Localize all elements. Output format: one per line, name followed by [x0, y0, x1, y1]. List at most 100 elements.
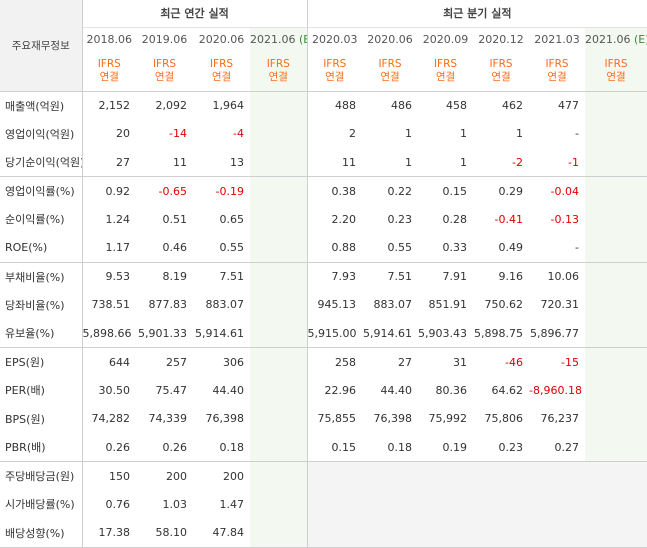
annual-value-cell — [250, 119, 308, 148]
quarterly-value-cell: -0.13 — [550, 212, 580, 226]
annual-value-cell: 5,914.61 — [193, 319, 250, 348]
quarterly-value-cell: 750.62 — [484, 298, 524, 312]
corner-header: 주요재무정보 — [0, 0, 83, 92]
table-row: PBR(배) 0.26 0.26 0.18 0.15 0.18 0.19 0.23 0.27 — [0, 433, 647, 462]
quarterly-value-cell — [473, 461, 530, 490]
annual-value-cell — [250, 262, 308, 291]
row-label: 당기순이익(억원) — [0, 148, 83, 177]
row-label: 부채비율(%) — [0, 262, 83, 291]
quarterly-value-cell: 0.19 — [418, 433, 474, 462]
quarterly-value-cell — [585, 262, 647, 291]
annual-value-cell: 2,092 — [155, 99, 188, 112]
period-header: 2019.06 — [141, 33, 188, 47]
annual-value-cell: 1,964 — [212, 99, 245, 112]
row-label: 배당성향(%) — [0, 518, 83, 548]
quarterly-value-cell — [585, 91, 647, 120]
annual-value-cell: 11 — [136, 148, 193, 177]
quarterly-value-cell: 75,855 — [317, 412, 357, 426]
annual-value-cell: 20 — [116, 127, 130, 141]
row-label: 주당배당금(원) — [0, 461, 83, 490]
ifrs-label: IFRS — [545, 58, 569, 71]
ifrs-label: IFRS — [97, 58, 121, 71]
period-header: 2020.06 — [367, 33, 413, 47]
annual-value-cell: 644 — [109, 355, 130, 369]
period-header-estimate: 2021.06 (E) — [585, 27, 647, 52]
quarterly-value-cell — [307, 518, 363, 548]
quarterly-value-cell — [585, 148, 647, 177]
consolidated-label: 연결 — [606, 71, 626, 84]
annual-value-cell: 200 — [166, 469, 187, 483]
annual-value-cell: 8.19 — [162, 270, 188, 283]
quarterly-value-cell: 0.55 — [362, 233, 419, 263]
quarterly-value-cell — [418, 461, 474, 490]
table-row: EPS(원) 644 257 306 258 27 31 -46 -15 — [0, 347, 647, 376]
quarterly-value-cell: 7.91 — [442, 270, 468, 283]
quarterly-value-cell — [585, 433, 647, 462]
quarterly-value-cell: 5,914.61 — [362, 319, 419, 348]
table-row: 시가배당률(%) 0.76 1.03 1.47 — [0, 490, 647, 519]
annual-value-cell — [250, 433, 308, 462]
annual-value-cell: 30.50 — [98, 383, 131, 397]
annual-value-cell — [250, 319, 308, 348]
annual-value-cell: 200 — [223, 469, 244, 483]
row-label: EPS(원) — [0, 347, 83, 376]
quarterly-value-cell — [585, 290, 647, 319]
quarterly-value-cell — [585, 319, 647, 348]
quarterly-value-cell: 0.22 — [387, 184, 413, 198]
consolidated-label: 연결 — [154, 71, 175, 84]
quarterly-value-cell: -2 — [473, 148, 530, 177]
quarterly-value-cell — [418, 490, 474, 519]
quarterly-value-cell: - — [575, 127, 580, 141]
annual-value-cell — [250, 347, 308, 376]
ifrs-label: IFRS — [378, 58, 402, 71]
annual-value-cell: 0.65 — [219, 212, 245, 226]
annual-value-cell: 7.51 — [219, 270, 245, 283]
quarterly-value-cell: 27 — [398, 355, 413, 369]
quarterly-value-cell: 7.93 — [331, 270, 357, 283]
annual-value-cell: 0.51 — [162, 212, 188, 226]
quarterly-value-cell: 64.62 — [491, 383, 524, 397]
row-label: 시가배당률(%) — [0, 490, 83, 519]
annual-value-cell: 0.46 — [136, 233, 193, 263]
quarterly-value-cell: -8,960.18 — [529, 383, 582, 397]
estimate-marker: (E) — [634, 33, 647, 47]
annual-value-cell: 0.26 — [82, 433, 136, 462]
row-label: 순이익률(%) — [0, 205, 83, 234]
quarterly-value-cell: - — [529, 233, 586, 263]
quarterly-value-cell: 0.27 — [529, 433, 586, 462]
table-row: 주당배당금(원) 150 200 200 — [0, 461, 647, 490]
annual-value-cell: 75.47 — [155, 383, 188, 397]
consolidated-label: 연결 — [491, 71, 511, 84]
quarterly-value-cell — [585, 404, 647, 433]
ifrs-label: IFRS — [604, 58, 628, 71]
quarterly-value-cell: 76,398 — [373, 412, 413, 426]
quarterly-value-cell: 0.15 — [307, 433, 363, 462]
quarterly-value-cell — [529, 461, 586, 490]
consolidated-label: 연결 — [268, 71, 288, 84]
quarterly-value-cell: 1 — [516, 127, 524, 141]
row-label: 유보율(%) — [0, 319, 83, 348]
quarterly-value-cell: 1 — [418, 148, 474, 177]
quarterly-value-cell: 31 — [453, 355, 468, 369]
row-label: 영업이익(억원) — [0, 119, 83, 148]
annual-value-cell: 1.03 — [162, 497, 188, 511]
quarterly-value-cell: 5,915.00 — [307, 319, 363, 348]
quarterly-value-cell: 10.06 — [547, 270, 580, 283]
annual-value-cell: 1.47 — [219, 497, 245, 511]
quarterly-value-cell — [585, 119, 647, 148]
annual-value-cell: -14 — [169, 127, 187, 141]
annual-value-cell: 257 — [166, 355, 187, 369]
annual-value-cell: -4 — [233, 127, 244, 141]
quarterly-value-cell: 0.33 — [418, 233, 474, 263]
quarterly-value-cell — [585, 490, 647, 519]
period-header: 2020.03 — [312, 33, 358, 47]
annual-value-cell: -0.65 — [158, 184, 187, 198]
estimate-marker: (E) — [299, 33, 306, 47]
annual-value-cell: 0.18 — [193, 433, 250, 462]
quarterly-value-cell: 0.15 — [442, 184, 468, 198]
quarterly-value-cell: 486 — [391, 99, 413, 112]
ifrs-label: IFRS — [323, 58, 347, 71]
quarterly-value-cell — [585, 518, 647, 548]
quarterly-value-cell: 1 — [362, 148, 419, 177]
